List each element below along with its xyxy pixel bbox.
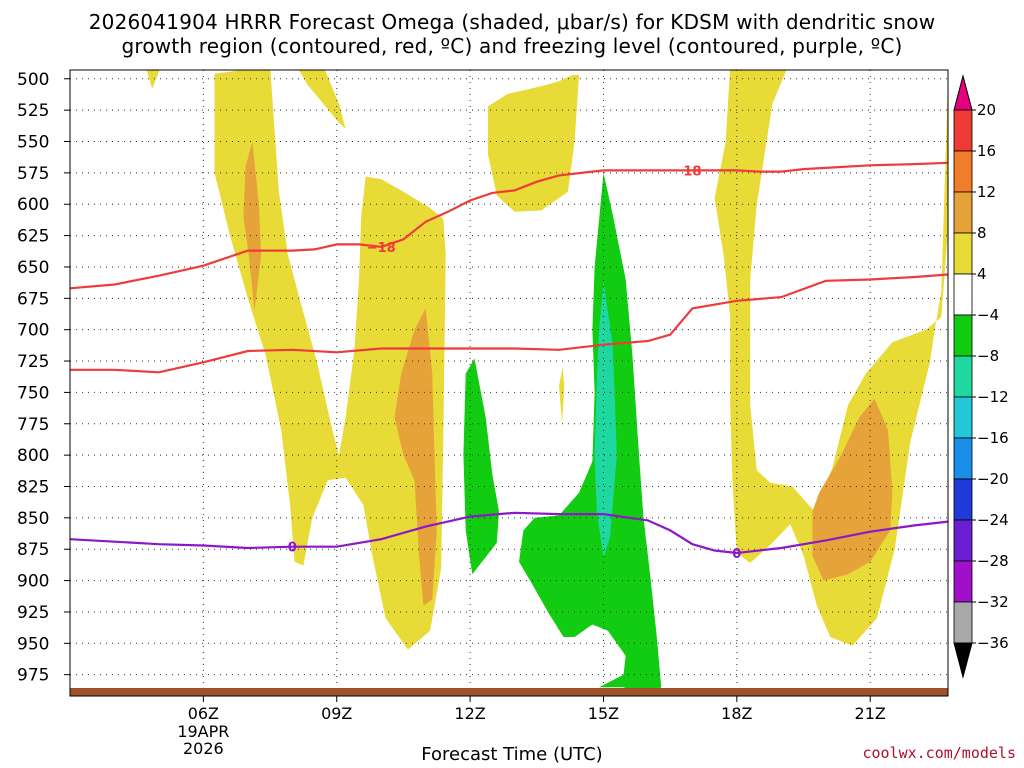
colorbar-bin-6	[953, 314, 973, 357]
colorbar-bin-12	[953, 560, 973, 603]
plot-border	[69, 69, 949, 697]
x-tick-sublabel-0: 19APR	[177, 722, 229, 741]
source-credit: coolwx.com/models	[862, 744, 1016, 762]
chart-title-line-1: 2026041904 HRRR Forecast Omega (shaded, …	[88, 10, 936, 34]
omega-region-1	[146, 70, 160, 89]
omega-region-2	[298, 70, 346, 129]
omega-region-3	[487, 75, 579, 212]
colorbar-bin-3	[953, 191, 973, 234]
contour-line-1	[70, 273, 948, 374]
colorbar-label-7: −12	[977, 388, 1009, 406]
colorbar-cap-top	[953, 74, 973, 111]
colorbar-bin-2	[953, 150, 973, 193]
y-tick-label-800: 800	[17, 446, 49, 466]
y-tick-label-575: 575	[17, 164, 49, 184]
y-tick-label-750: 750	[17, 383, 49, 403]
y-tick-label-700: 700	[17, 321, 49, 341]
colorbar-cap-bottom	[953, 642, 973, 679]
contour-label-2: 0	[288, 541, 297, 556]
omega-colorbar: 20 16 12 8 4 −4 −8 −12 −16 −20 −24 −28 −32 −36	[953, 74, 1009, 679]
colorbar-label-5: −4	[977, 306, 999, 324]
y-tick-label-900: 900	[17, 572, 49, 592]
x-tick-label-12Z: 12Z	[454, 704, 485, 723]
omega-region-4	[559, 367, 565, 424]
colorbar-label-4: 4	[977, 265, 987, 283]
omega-region-0	[214, 70, 446, 650]
colorbar-bin-4	[953, 232, 973, 275]
y-tick-label-825: 825	[17, 477, 49, 497]
omega-region-8	[812, 398, 893, 581]
x-tick-label-15Z: 15Z	[588, 704, 619, 723]
y-tick-label-625: 625	[17, 227, 49, 247]
pressure-axis: 500 525 550 575 600 625 650 675 700 725 750 775 800 8…	[17, 70, 70, 686]
x-tick-label-09Z: 09Z	[321, 704, 352, 723]
omega-region-10	[519, 172, 662, 696]
y-tick-label-675: 675	[17, 289, 49, 309]
contour-label-3: 0	[732, 547, 741, 562]
colorbar-label-6: −8	[977, 347, 999, 365]
colorbar-label-13: −36	[977, 634, 1009, 652]
x-tick-label-21Z: 21Z	[855, 704, 886, 723]
y-tick-label-525: 525	[17, 101, 49, 121]
y-tick-label-725: 725	[17, 352, 49, 372]
x-axis-label: Forecast Time (UTC)	[421, 744, 603, 765]
y-tick-label-925: 925	[17, 603, 49, 623]
colorbar-bin-10	[953, 478, 973, 521]
surface-ground-bar	[70, 688, 948, 696]
colorbar-label-2: 12	[977, 183, 996, 201]
y-tick-label-650: 650	[17, 258, 49, 278]
colorbar-label-3: 8	[977, 224, 987, 242]
colorbar-bin-11	[953, 519, 973, 562]
x-tick-label-06Z: 06Z	[188, 704, 219, 723]
colorbar-bin-5	[953, 273, 973, 316]
colorbar-label-8: −16	[977, 429, 1009, 447]
y-tick-label-775: 775	[17, 415, 49, 435]
colorbar-label-9: −20	[977, 470, 1009, 488]
surface-bar	[70, 688, 948, 696]
contour-line-0	[70, 161, 948, 290]
y-tick-label-850: 850	[17, 509, 49, 529]
plot-frame	[69, 69, 949, 697]
x-tick-label-18Z: 18Z	[721, 704, 752, 723]
colorbar-label-11: −28	[977, 552, 1009, 570]
y-tick-label-950: 950	[17, 634, 49, 654]
temperature-contours: −18 18 0 0	[70, 161, 948, 562]
omega-region-6	[243, 141, 262, 311]
omega-shaded-regions	[146, 70, 948, 696]
colorbar-label-0: 20	[977, 101, 996, 119]
colorbar-bin-8	[953, 396, 973, 439]
colorbar-bin-1	[953, 109, 973, 152]
omega-region-7	[394, 308, 437, 606]
colorbar-bin-13	[953, 601, 973, 644]
y-tick-label-500: 500	[17, 70, 49, 90]
contour-label-0: −18	[367, 241, 396, 256]
colorbar-bin-9	[953, 437, 973, 480]
pressure-grid	[70, 70, 948, 696]
colorbar-label-12: −32	[977, 593, 1009, 611]
colorbar-label-10: −24	[977, 511, 1009, 529]
colorbar-label-1: 16	[977, 142, 996, 160]
contour-label-1: 18	[683, 164, 701, 179]
x-tick-sublabel-1: 2026	[183, 739, 224, 758]
colorbar-bin-7	[953, 355, 973, 398]
y-tick-label-550: 550	[17, 133, 49, 153]
y-tick-label-600: 600	[17, 195, 49, 215]
omega-region-9	[463, 358, 499, 575]
y-tick-label-875: 875	[17, 540, 49, 560]
chart-title-line-2: growth region (contoured, red, ºC) and f…	[121, 34, 903, 58]
contour-line-2	[70, 511, 948, 555]
y-tick-label-975: 975	[17, 666, 49, 686]
omega-region-11	[594, 282, 617, 558]
